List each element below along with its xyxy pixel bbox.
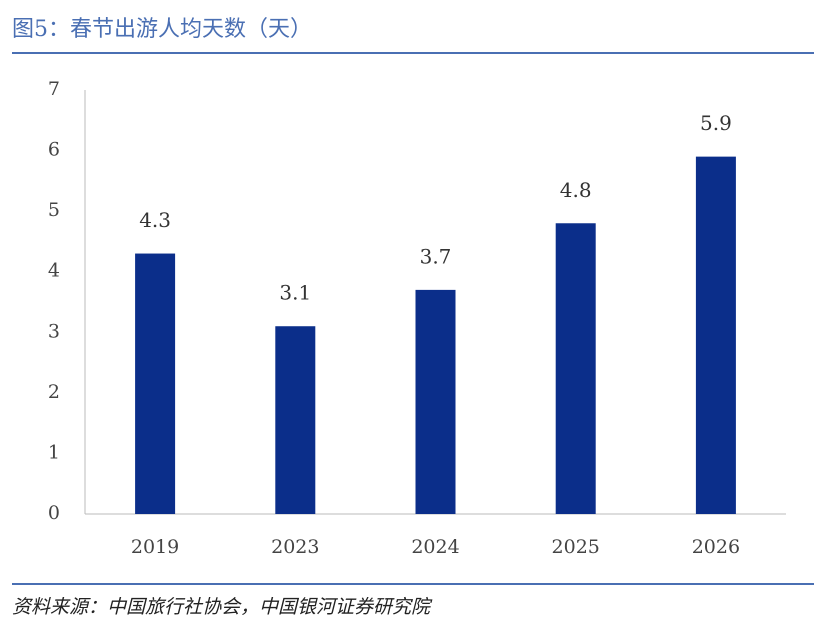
x-tick-label: 2026 [692, 536, 740, 558]
data-label: 3.1 [279, 281, 311, 305]
y-tick-label: 1 [48, 441, 60, 463]
bar [135, 253, 176, 515]
data-label: 5.9 [700, 111, 732, 135]
bar [275, 326, 316, 514]
bar [415, 289, 456, 514]
x-tick-label: 2019 [131, 536, 179, 558]
x-tick-label: 2025 [552, 536, 600, 558]
chart-title: 图5：春节出游人均天数（天） [12, 17, 312, 42]
x-tick-label: 2024 [411, 536, 459, 558]
data-label: 3.7 [420, 244, 452, 268]
bar [555, 223, 596, 514]
y-tick-label: 6 [48, 139, 60, 161]
y-tick-label: 4 [48, 260, 60, 282]
y-tick-label: 0 [48, 502, 60, 524]
source: 资料来源：中国旅行社协会，中国银河证券研究院 [12, 596, 433, 618]
y-tick-label: 7 [48, 78, 60, 100]
y-tick-label: 5 [48, 199, 60, 221]
y-tick-label: 3 [48, 320, 60, 342]
data-label: 4.3 [139, 208, 171, 232]
data-label: 4.8 [560, 178, 592, 202]
x-tick-label: 2023 [271, 536, 319, 558]
y-tick-label: 2 [48, 381, 60, 403]
bar [695, 156, 736, 514]
